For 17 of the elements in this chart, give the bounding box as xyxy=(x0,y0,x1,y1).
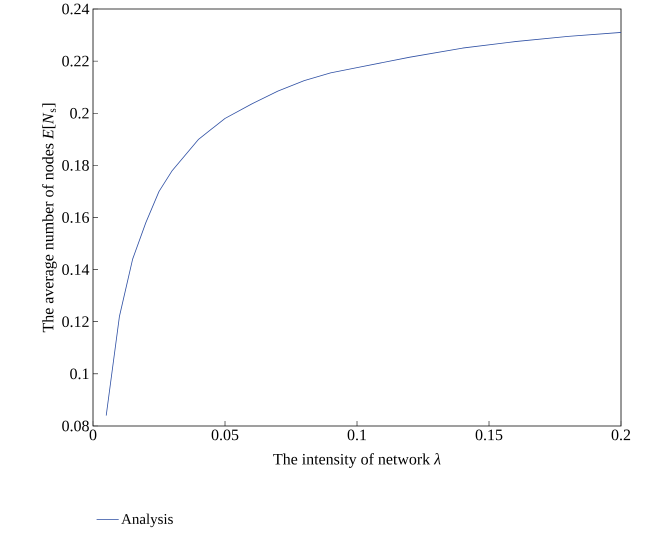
y-tick-label: 0.2 xyxy=(70,108,89,119)
x-tick-label: 0.1 xyxy=(348,430,366,440)
legend-label: Analysis xyxy=(121,514,173,528)
y-tick-label: 0.14 xyxy=(62,264,90,276)
x-tick-label: 0.15 xyxy=(476,430,502,440)
x-tick-label: 0 xyxy=(90,430,96,440)
x-tick-label: 0.05 xyxy=(212,430,238,440)
y-tick-label: 0.16 xyxy=(62,212,90,223)
y-tick-label: 0.12 xyxy=(62,316,89,328)
y-tick-label: 0.08 xyxy=(62,420,89,432)
y-axis-title: The average number of nodes E[N$_{s}$] xyxy=(42,104,57,332)
y-tick-label: 0.1 xyxy=(70,368,89,380)
y-tick-label: 0.18 xyxy=(62,160,89,171)
x-tick-label: 0.2 xyxy=(612,430,630,440)
x-axis-title: The intensity of network λ xyxy=(273,453,441,468)
y-tick-label: 0.22 xyxy=(62,56,89,67)
y-tick-label: 0.24 xyxy=(62,4,90,14)
